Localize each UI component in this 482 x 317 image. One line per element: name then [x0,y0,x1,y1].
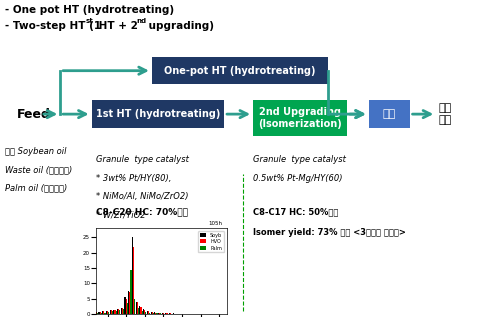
Text: Feed: Feed [17,107,51,121]
Text: Granule  type catalyst: Granule type catalyst [253,155,346,164]
Text: * NiMo/Al, NiMo/ZrO2): * NiMo/Al, NiMo/ZrO2) [96,192,189,201]
Text: Isomer yield: 70% 이하: Isomer yield: 70% 이하 [96,228,201,237]
Text: HT + 2: HT + 2 [95,21,138,31]
Text: st: st [86,18,94,24]
Text: 1st HT (hydrotreating): 1st HT (hydrotreating) [95,109,220,119]
Text: * W/Zr/TiO2: * W/Zr/TiO2 [96,210,146,219]
Text: C8-C20 HC: 70%이상: C8-C20 HC: 70%이상 [96,208,188,217]
Text: 증류: 증류 [383,109,396,119]
Text: Waste oil (동남유지): Waste oil (동남유지) [5,165,72,174]
Text: 항공
유분: 항공 유분 [439,103,452,125]
Text: One-pot HT (hydrotreating): One-pot HT (hydrotreating) [164,66,316,75]
Text: upgrading): upgrading) [145,21,214,31]
Text: 식용 Soybean oil: 식용 Soybean oil [5,147,67,156]
Text: 2nd Upgrading
(Isomerization): 2nd Upgrading (Isomerization) [258,107,342,129]
FancyBboxPatch shape [253,100,347,136]
FancyBboxPatch shape [152,57,328,84]
Text: Palm oil (동남유지): Palm oil (동남유지) [5,184,67,192]
Text: * 3wt% Pt/HY(80),: * 3wt% Pt/HY(80), [96,174,172,183]
Text: nd: nd [136,18,147,24]
Text: - One pot HT (hydrotreating): - One pot HT (hydrotreating) [5,5,174,15]
Text: Isomer yield: 73% 이상 <3차년도 목표치>: Isomer yield: 73% 이상 <3차년도 목표치> [253,228,406,237]
FancyBboxPatch shape [369,100,410,128]
Text: 0.5wt% Pt-Mg/HY(60): 0.5wt% Pt-Mg/HY(60) [253,174,343,183]
Text: Granule  type catalyst: Granule type catalyst [96,155,189,164]
Text: - Two-step HT (1: - Two-step HT (1 [5,21,101,31]
Text: C8-C17 HC: 50%이상: C8-C17 HC: 50%이상 [253,208,338,217]
FancyBboxPatch shape [92,100,224,128]
